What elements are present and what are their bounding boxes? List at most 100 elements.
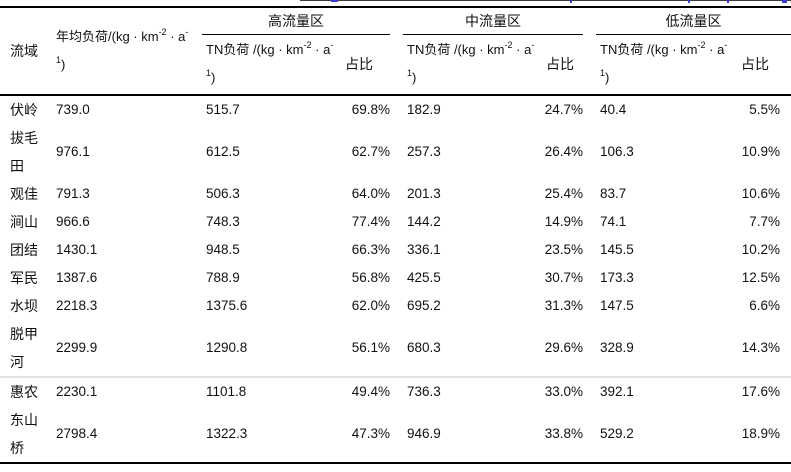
- high-flow-share-value: 62.0%: [351, 297, 390, 313]
- column-gap: [390, 264, 403, 292]
- mid-flow-share-value: 31.3%: [544, 297, 583, 313]
- mid-flow-share-value: 29.6%: [544, 339, 583, 355]
- cropped-caption-fragment: [570, 0, 572, 3]
- annual-load-value: 966.6: [56, 213, 90, 229]
- table-header: 流域 年均负荷/(kg · km-2 · a- 1) 高流量区 中流量区 低流量…: [0, 7, 791, 96]
- annual-load-column-header: 年均负荷/(kg · km-2 · a- 1): [52, 7, 202, 96]
- annual-load-value: 1430.1: [56, 241, 98, 257]
- low-flow-share-value: 10.2%: [741, 241, 780, 257]
- high-flow-share-value: 64.0%: [351, 185, 390, 201]
- header-sub-row: TN负荷 /(kg · km-2 · a- 1) 占比 TN负荷 /(kg · …: [0, 34, 791, 96]
- high-flow-tn-value: 612.5: [206, 143, 240, 159]
- cropped-caption-fragment: [331, 0, 338, 2]
- basin-name: 涧山: [10, 213, 38, 230]
- high-flow-share-value: 56.8%: [351, 269, 390, 285]
- mid-flow-tn-value: 680.3: [407, 339, 441, 355]
- unit-line-2: 1): [407, 68, 417, 86]
- column-gap: [390, 236, 403, 264]
- high-flow-tn-value: 948.5: [206, 241, 240, 257]
- high-flow-share-column-header: 占比: [342, 34, 390, 96]
- low-flow-tn-column-header: TN负荷 /(kg · km-2 · a- 1): [596, 34, 738, 96]
- low-flow-share-value: 7.7%: [749, 213, 780, 229]
- basin-name: 水坝: [10, 297, 38, 314]
- low-flow-share-value: 17.6%: [738, 375, 791, 406]
- high-flow-share-value: 66.3%: [351, 241, 390, 257]
- low-flow-share-column-header: 占比: [738, 34, 791, 96]
- column-gap: [390, 320, 403, 377]
- column-gap: [583, 320, 596, 377]
- column-gap: [390, 406, 403, 463]
- high-flow-share-value: 56.1%: [351, 339, 390, 355]
- low-flow-tn-value: 173.3: [600, 269, 634, 285]
- basin-name: 团结: [10, 241, 38, 258]
- low-flow-tn-value: 328.9: [600, 339, 634, 355]
- low-flow-tn-value: 145.5: [600, 241, 634, 257]
- mid-flow-share-value: 33.0%: [543, 375, 583, 406]
- cropped-caption-fragment: [727, 0, 729, 3]
- column-gap: [583, 124, 596, 180]
- mid-flow-share-value: 23.5%: [544, 241, 583, 257]
- table-row: 伏岭 739.0 515.7 69.8% 182.9 24.7% 40.4 5.5%: [0, 95, 791, 124]
- annual-load-value: 2218.3: [56, 297, 98, 313]
- column-gap: [583, 292, 596, 320]
- mid-flow-tn-value: 144.2: [407, 213, 441, 229]
- low-flow-tn-value: 392.1: [596, 375, 738, 406]
- table-row: 拔毛田 976.1 612.5 62.7% 257.3 26.4% 106.3 10.9%: [0, 124, 791, 180]
- mid-flow-tn-value: 736.3: [403, 375, 543, 406]
- high-flow-tn-value: 506.3: [206, 185, 240, 201]
- low-flow-share-value: 12.5%: [741, 269, 780, 285]
- unit-line-1: 年均负荷/(kg · km-2 · a-: [56, 26, 189, 44]
- basin-name: 观佳: [10, 185, 38, 202]
- table-row: 涧山 966.6 748.3 77.4% 144.2 14.9% 74.1 7.7%: [0, 208, 791, 236]
- mid-flow-share-value: 30.7%: [544, 269, 583, 285]
- high-flow-share-value: 47.3%: [351, 425, 390, 441]
- column-gap: [390, 208, 403, 236]
- high-flow-tn-value: 515.7: [206, 101, 240, 117]
- column-gap: [583, 236, 596, 264]
- annual-load-value: 976.1: [56, 143, 90, 159]
- unit-line-2: 1): [206, 68, 216, 86]
- high-flow-tn-value: 1375.6: [206, 297, 248, 313]
- mid-flow-tn-value: 182.9: [407, 101, 441, 117]
- basin-name: 伏岭: [10, 101, 38, 118]
- high-flow-group-header: 高流量区: [202, 7, 390, 35]
- mid-flow-share-value: 26.4%: [544, 143, 583, 159]
- low-flow-share-value: 14.3%: [741, 339, 780, 355]
- mid-flow-tn-value: 695.2: [407, 297, 441, 313]
- table-row: 惠农 2230.1 1101.8 49.4% 736.3 33.0% 392.1 17.6%: [0, 375, 791, 406]
- mid-flow-share-value: 24.7%: [544, 101, 583, 117]
- low-flow-tn-value: 40.4: [600, 101, 627, 117]
- column-gap: [390, 375, 403, 406]
- high-flow-tn-value: 1322.3: [206, 425, 248, 441]
- table-row: 观佳 791.3 506.3 64.0% 201.3 25.4% 83.7 10.6%: [0, 180, 791, 208]
- unit-line-1: TN负荷 /(kg · km-2 · a-: [407, 40, 535, 58]
- unit-line-2: 1): [56, 54, 66, 72]
- high-flow-share-value: 62.7%: [351, 143, 390, 159]
- basin-name: 脱甲河: [10, 325, 38, 370]
- header-group-row: 流域 年均负荷/(kg · km-2 · a- 1) 高流量区 中流量区 低流量…: [0, 7, 791, 96]
- low-flow-group-header: 低流量区: [596, 7, 791, 35]
- column-gap: [390, 292, 403, 320]
- table-body: 伏岭 739.0 515.7 69.8% 182.9 24.7% 40.4 5.5% 拔毛田 97…: [0, 95, 791, 463]
- mid-flow-tn-column-header: TN负荷 /(kg · km-2 · a- 1): [403, 34, 543, 96]
- high-flow-share-value: 69.8%: [351, 101, 390, 117]
- mid-flow-share-value: 33.8%: [544, 425, 583, 441]
- low-flow-tn-value: 106.3: [600, 143, 634, 159]
- low-flow-share-value: 5.5%: [749, 101, 780, 117]
- annual-load-value: 2230.1: [52, 375, 202, 406]
- column-gap: [390, 180, 403, 208]
- low-flow-tn-value: 83.7: [600, 185, 627, 201]
- table-row: 东山桥 2798.4 1322.3 47.3% 946.9 33.8% 529.2 18.9%: [0, 406, 791, 463]
- low-flow-share-value: 18.9%: [741, 425, 780, 441]
- low-flow-share-value: 6.6%: [749, 297, 780, 313]
- high-flow-tn-value: 788.9: [206, 269, 240, 285]
- mid-flow-tn-value: 336.1: [407, 241, 441, 257]
- high-flow-tn-value: 1290.8: [206, 339, 248, 355]
- mid-flow-tn-value: 257.3: [407, 143, 441, 159]
- high-flow-tn-value: 748.3: [206, 213, 240, 229]
- table-row: 水坝 2218.3 1375.6 62.0% 695.2 31.3% 147.5 6.6%: [0, 292, 791, 320]
- mid-flow-tn-value: 425.5: [407, 269, 441, 285]
- high-flow-tn-value: 1101.8: [202, 375, 342, 406]
- mid-flow-share-value: 25.4%: [544, 185, 583, 201]
